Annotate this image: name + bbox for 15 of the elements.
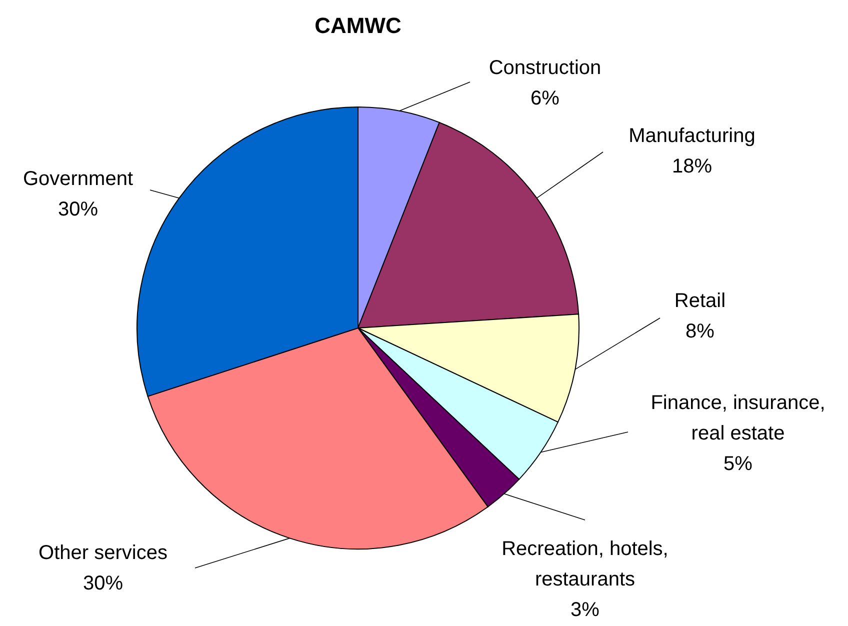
data-label: 6% — [530, 88, 560, 110]
slice-label: Recreation, hotels, restaurants — [502, 538, 668, 590]
data-label: 18% — [672, 156, 712, 178]
chart-title: CAMWC — [314, 13, 402, 38]
data-label: 8% — [686, 320, 715, 342]
slice-label: Retail — [674, 290, 726, 312]
data-label: 30% — [58, 198, 98, 220]
legend-label: Other services — [38, 542, 168, 564]
data-label: 3% — [570, 599, 600, 621]
slice-label: Government — [22, 168, 134, 190]
data-label: 5% — [724, 453, 753, 475]
data-label: 30% — [82, 572, 124, 594]
slice-label: Manufacturing — [628, 125, 756, 147]
slice-label: Construction — [488, 57, 602, 79]
slice-label: Finance, insurance, real estate — [650, 392, 826, 444]
